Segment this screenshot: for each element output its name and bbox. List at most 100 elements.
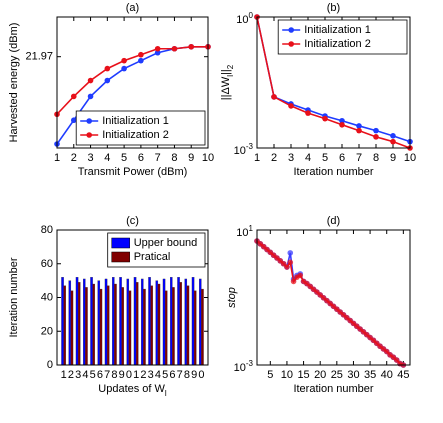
point [121,65,127,72]
bar [150,285,153,366]
point [104,77,111,84]
x-tick-label: 10 [281,369,293,381]
legend-box [75,110,206,146]
x-tick-label: 2 [140,369,146,381]
y-tick-label: 21.97 [25,51,53,63]
subplot-title: (d) [327,215,340,227]
y-axis-label: Harvested energy (dBm) [8,23,20,143]
bar [164,290,168,366]
x-tick-label: 7 [177,369,183,381]
legend-label: Initialization 1 [304,24,371,36]
point [87,77,94,84]
point [154,45,161,52]
point [70,93,77,100]
point [356,123,362,129]
axes-frame [56,16,209,149]
x-tick-label: 10 [404,152,416,164]
legend-marker [86,118,92,124]
y-tick-label: 10-3 [234,359,254,374]
subplot-title: (c) [126,215,139,227]
x-tick-label: 6 [169,369,175,381]
point [70,117,77,124]
bar [177,277,180,366]
series-line [56,45,208,115]
y-tick-label: 100 [236,11,253,26]
x-axis-label: Updates of Wl [98,383,167,398]
bar [77,282,81,366]
subplot: (a) Transmit Power (dBm) Harvested energy … [8,2,214,178]
x-tick-label: 4 [155,369,161,381]
bar [184,278,188,366]
plot-area [257,230,410,365]
x-tick-label: 3 [87,152,93,164]
point [284,264,290,270]
x-tick-label: 7 [104,369,110,381]
bar [155,280,159,366]
axes-frame [56,229,209,366]
point [138,51,144,58]
x-axis-label: Iteration number [293,166,373,178]
point [87,93,94,100]
bar [143,288,146,366]
bar [83,278,86,366]
y-tick-label: 10-3 [234,142,254,157]
bar [114,283,117,366]
point [373,127,379,134]
x-tick-label: 45 [397,369,409,381]
bar [186,285,190,366]
bar [133,277,137,366]
point [288,103,294,109]
point [339,121,345,128]
bar [170,277,173,366]
x-tick-label: 1 [54,152,60,164]
bar [121,287,124,366]
bar [193,290,197,366]
bar [70,290,74,366]
point [390,133,396,139]
x-tick-label: 8 [373,152,379,164]
x-axis-label: Iteration number [293,383,373,395]
x-tick-label: 4 [82,369,88,381]
axes-frame [256,16,411,149]
point [356,127,362,134]
bar [148,277,151,366]
x-tick-label: 0 [126,369,132,381]
x-tick-label: 0 [198,369,204,381]
point [297,272,304,279]
x-tick-label: 2 [71,152,77,164]
bar [191,277,195,366]
x-tick-label: 1 [61,369,67,381]
x-tick-label: 35 [364,369,376,381]
x-tick-label: 2 [68,369,74,381]
x-tick-label: 7 [155,152,161,164]
x-tick-label: 2 [271,152,277,164]
bar [99,288,103,366]
bar [90,277,93,366]
x-tick-label: 3 [75,369,81,381]
point [290,278,297,285]
y-tick-label: 0 [47,359,53,371]
point [287,259,294,266]
legend-label: Upper bound [134,237,198,249]
y-tick-label: 60 [41,258,53,270]
x-tick-label: 20 [314,369,326,381]
legend-label: Initialization 1 [102,115,169,127]
point [393,357,400,363]
x-tick-label: 5 [90,369,96,381]
point [390,138,396,145]
point [188,43,195,50]
point [104,65,111,72]
y-axis-label: ||ΔWl||2 [220,64,235,100]
x-tick-label: 9 [119,369,125,381]
x-tick-label: 5 [267,369,273,381]
x-tick-label: 9 [390,152,396,164]
y-tick-label: 40 [41,291,53,303]
point [154,49,161,56]
axes-frame [256,229,411,366]
x-tick-label: 25 [331,369,343,381]
y-tick-label: 20 [41,325,53,337]
bar [68,280,72,366]
legend-label: Initialization 2 [304,38,371,50]
point [171,45,178,52]
